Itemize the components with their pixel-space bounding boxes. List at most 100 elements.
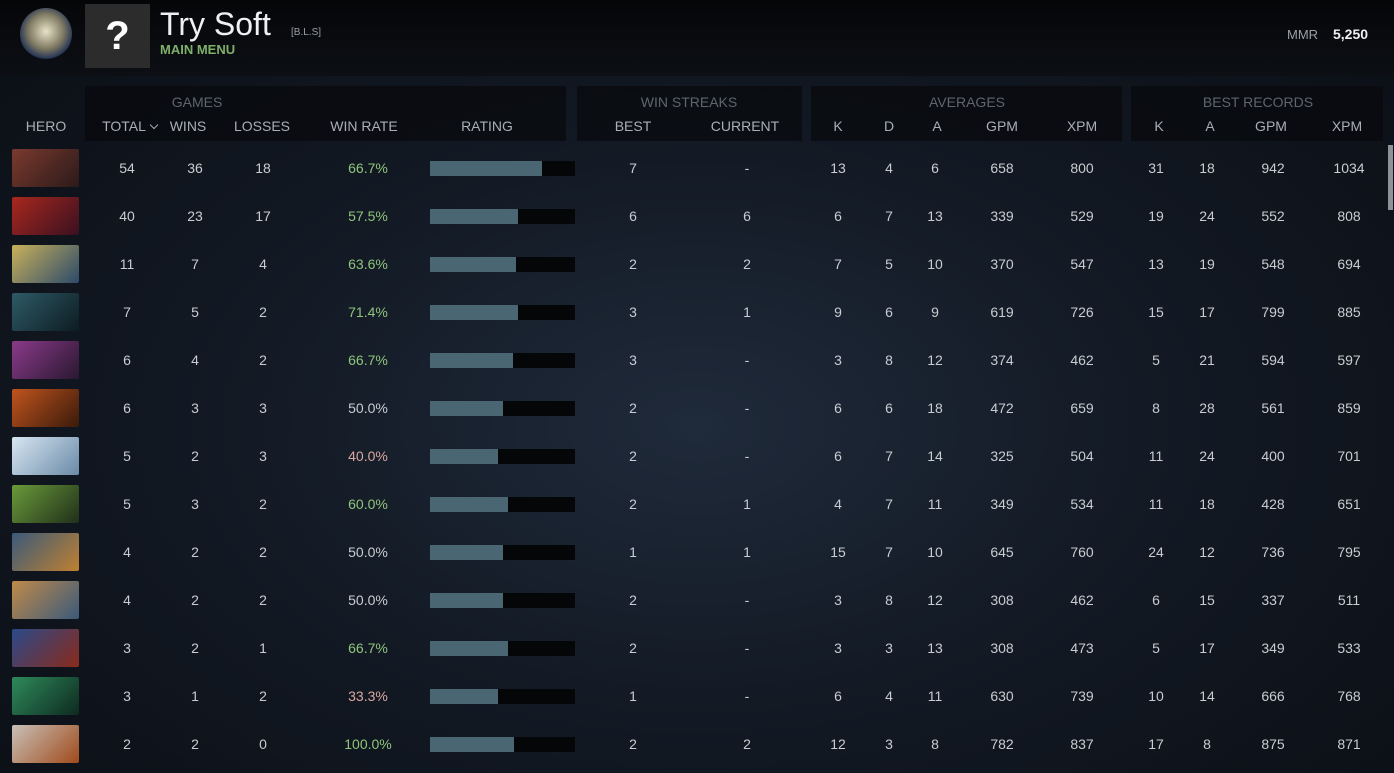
rating-bar [430,161,542,176]
best-k: 11 [1148,448,1164,464]
best-gpm: 666 [1261,688,1285,704]
column-header: WINS [169,118,207,134]
total: 5 [123,448,131,464]
xpm: 462 [1070,592,1094,608]
wins: 1 [191,688,199,704]
best: 2 [629,400,637,416]
gpm: 339 [990,208,1014,224]
hero-icon[interactable] [12,389,79,427]
rating-bar [430,641,509,656]
d: 8 [885,592,893,608]
best-gpm: 428 [1261,496,1285,512]
d: 7 [885,496,893,512]
hero-icon[interactable] [12,485,79,523]
best-a: 18 [1199,160,1215,176]
best: 6 [629,208,637,224]
column-header: K [833,118,843,134]
xpm: 659 [1070,400,1094,416]
avatar[interactable]: ? [85,4,150,68]
xpm: 726 [1070,304,1094,320]
a: 10 [927,256,943,272]
best-gpm: 799 [1261,304,1285,320]
d: 3 [885,736,893,752]
a: 10 [927,544,943,560]
best-k: 8 [1152,400,1160,416]
best: 2 [629,640,637,656]
best-a: 24 [1199,448,1215,464]
column-header[interactable]: TOTAL [102,118,146,134]
best-xpm: 597 [1337,352,1361,368]
a: 13 [927,208,943,224]
xpm: 534 [1070,496,1094,512]
current: - [744,640,750,656]
hero-icon[interactable] [12,149,79,187]
player-name[interactable]: Try Soft [160,6,271,42]
best-k: 13 [1148,256,1164,272]
best-k: 5 [1152,352,1160,368]
hero-icon[interactable] [12,581,79,619]
current: 2 [743,256,751,272]
win-rate: 50.0% [348,400,388,416]
current: - [744,160,750,176]
d: 4 [885,688,893,704]
rating-bar [430,305,519,320]
gpm: 308 [990,640,1014,656]
best-k: 17 [1148,736,1164,752]
losses: 17 [255,208,271,224]
current: 2 [743,736,751,752]
win-rate: 57.5% [348,208,388,224]
column-header: A [1205,118,1215,134]
hero-icon[interactable] [12,533,79,571]
xpm: 529 [1070,208,1094,224]
gpm: 658 [990,160,1014,176]
main-menu-link[interactable]: MAIN MENU [160,42,236,57]
win-rate: 40.0% [348,448,388,464]
gpm: 630 [990,688,1014,704]
hero-icon[interactable] [12,677,79,715]
column-header: WIN RATE [330,118,398,134]
losses: 3 [259,448,267,464]
best: 7 [629,160,637,176]
gpm: 782 [990,736,1014,752]
a: 11 [927,496,943,512]
best-a: 19 [1199,256,1215,272]
hero-icon[interactable] [12,197,79,235]
k: 6 [834,208,842,224]
losses: 1 [259,640,267,656]
win-rate: 33.3% [348,688,388,704]
gpm: 645 [990,544,1014,560]
best-xpm: 808 [1337,208,1361,224]
column-header: BEST [614,118,652,134]
hero-icon[interactable] [12,437,79,475]
k: 13 [830,160,846,176]
xpm: 462 [1070,352,1094,368]
best: 3 [629,352,637,368]
xpm: 504 [1070,448,1094,464]
rating-bar [430,545,503,560]
hero-icon[interactable] [12,725,79,763]
best-a: 15 [1199,592,1215,608]
win-rate: 63.6% [348,256,388,272]
xpm: 837 [1070,736,1094,752]
games-panel [85,86,566,141]
averages-panel [811,86,1122,141]
best-k: 19 [1148,208,1164,224]
best-gpm: 349 [1261,640,1285,656]
current: 1 [743,304,751,320]
hero-icon[interactable] [12,293,79,331]
losses: 2 [259,496,267,512]
best-k: 6 [1152,592,1160,608]
k: 3 [834,352,842,368]
scrollbar[interactable] [1388,145,1393,210]
gpm: 349 [990,496,1014,512]
a: 11 [927,688,943,704]
hero-icon[interactable] [12,245,79,283]
a: 13 [927,640,943,656]
hero-icon[interactable] [12,629,79,667]
total: 3 [123,688,131,704]
group-header: WIN STREAKS [640,94,738,110]
hero-icon[interactable] [12,341,79,379]
xpm: 739 [1070,688,1094,704]
wins: 2 [191,640,199,656]
rating-bar [430,401,503,416]
